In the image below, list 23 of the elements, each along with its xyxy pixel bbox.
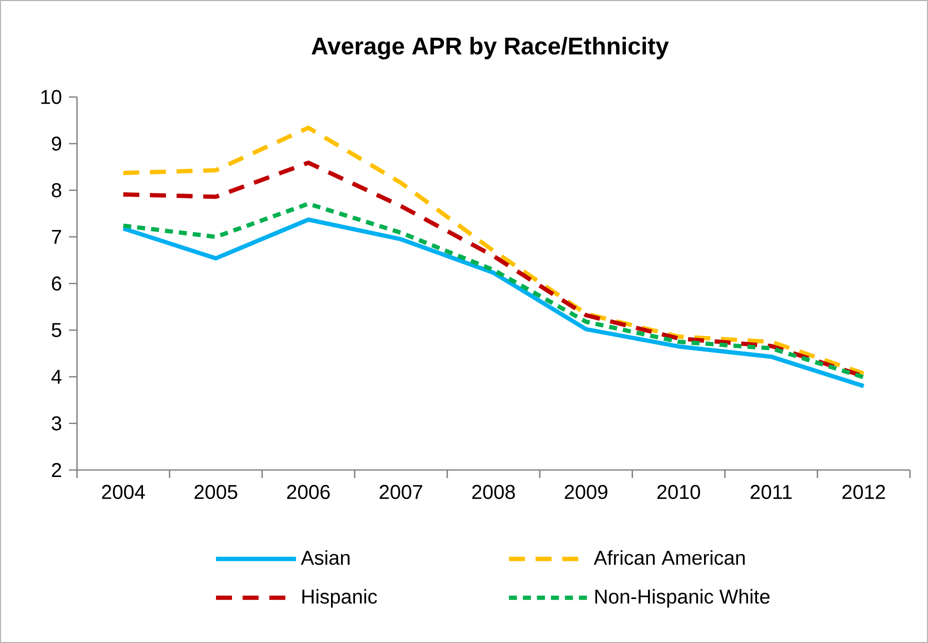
legend-label: Asian — [300, 550, 350, 565]
x-tick-label: 2005 — [194, 484, 238, 500]
legend-label: Hispanic — [302, 589, 377, 608]
chart-title: Average APR by Race/Ethnicity — [312, 36, 669, 60]
y-tick-label: 9 — [52, 136, 62, 151]
y-tick-label: 4 — [51, 370, 62, 384]
x-tick-label: 2004 — [102, 484, 145, 500]
y-tick-label: 8 — [52, 183, 62, 198]
x-tick-label: 2012 — [842, 484, 885, 500]
y-tick-label: 5 — [52, 323, 62, 338]
y-tick-label: 10 — [41, 90, 62, 104]
y-tick-label: 3 — [52, 416, 62, 430]
y-tick-label: 7 — [52, 230, 62, 244]
y-tick-label: 2 — [52, 463, 62, 477]
x-tick-label: 2009 — [564, 484, 608, 500]
x-tick-label: 2006 — [287, 484, 330, 500]
x-tick-label: 2007 — [380, 484, 422, 500]
legend-label: Non-Hispanic White — [595, 589, 770, 608]
legend-label: African American — [594, 550, 745, 565]
x-tick-label: 2011 — [750, 484, 792, 500]
y-tick-label: 6 — [52, 276, 62, 291]
x-tick-label: 2010 — [657, 484, 700, 500]
x-tick-label: 2008 — [472, 484, 515, 500]
